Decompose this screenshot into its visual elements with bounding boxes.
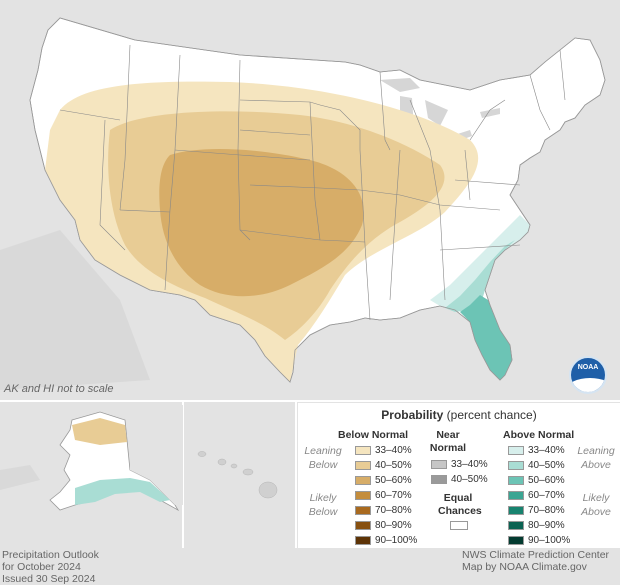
lake-huron <box>425 100 448 126</box>
ocean-area <box>0 230 150 390</box>
above-normal-label: 40–50% <box>528 460 565 471</box>
above-normal-row: 70–80% <box>508 505 565 516</box>
above-normal-header: Above Normal <box>503 429 575 441</box>
map-scale-note: AK and HI not to scale <box>4 383 114 395</box>
below-normal-swatch <box>355 491 371 500</box>
canada-neighbor <box>130 405 183 505</box>
below-normal-label: 70–80% <box>375 505 412 516</box>
lake-superior <box>380 78 420 92</box>
likely-below-label: Likely Below <box>301 491 345 519</box>
equal-chances-swatch <box>450 521 468 530</box>
legend-title-bold: Probability <box>381 408 444 422</box>
leaning-below-label: Leaning Below <box>301 444 345 472</box>
footer-credit-cpc: NWS Climate Prediction Center <box>462 549 610 561</box>
below-normal-label: 33–40% <box>375 445 412 456</box>
likely-below-line2: Below <box>308 506 338 518</box>
above-normal-swatch <box>508 461 524 470</box>
leaning-above-line2: Above <box>581 459 611 471</box>
below-normal-label: 80–90% <box>375 520 412 531</box>
below-normal-swatch <box>355 536 371 545</box>
alaska-above-area <box>75 478 170 505</box>
below-normal-swatch <box>355 506 371 515</box>
hawaii-islands <box>197 451 278 499</box>
conus-outline <box>29 17 606 383</box>
above-50-60-area <box>460 295 512 380</box>
below-normal-row: 60–70% <box>355 490 412 501</box>
below-normal-swatch <box>355 446 371 455</box>
likely-above-label: Likely Above <box>574 491 618 519</box>
near-normal-swatch <box>431 475 447 484</box>
leaning-below-line1: Leaning <box>304 445 342 457</box>
above-normal-row: 60–70% <box>508 490 565 501</box>
near-normal-label: 33–40% <box>451 459 488 470</box>
alaska-below-area <box>72 418 127 445</box>
footer-right: NWS Climate Prediction Center Map by NOA… <box>462 549 609 573</box>
near-normal-row: 40–50% <box>431 474 488 485</box>
leaning-below-line2: Below <box>308 459 338 471</box>
state-borders <box>59 44 566 321</box>
above-normal-swatch <box>508 506 524 515</box>
above-normal-row: 40–50% <box>508 460 565 471</box>
above-normal-label: 50–60% <box>528 475 565 486</box>
above-normal-label: 70–80% <box>528 505 565 516</box>
footer-issued: Issued 30 Sep 2024 <box>2 573 96 585</box>
footer-left: Precipitation Outlook for October 2024 I… <box>2 549 99 585</box>
below-normal-label: 40–50% <box>375 460 412 471</box>
below-normal-row: 70–80% <box>355 505 412 516</box>
leaning-above-line1: Leaning <box>577 445 615 457</box>
noaa-logo-text: NOAA <box>577 364 599 371</box>
above-normal-swatch <box>508 491 524 500</box>
below-50-60-area <box>159 148 364 297</box>
above-normal-row: 80–90% <box>508 520 565 531</box>
likely-above-line1: Likely <box>582 492 610 504</box>
legend: Probability (percent chance) Below Norma… <box>298 403 620 548</box>
near-normal-row: 33–40% <box>431 459 488 470</box>
legend-title: Probability (percent chance) <box>298 408 620 422</box>
above-33-40-area <box>430 215 530 310</box>
below-normal-label: 60–70% <box>375 490 412 501</box>
above-normal-swatch <box>508 446 524 455</box>
above-40-50-area <box>445 240 515 312</box>
near-normal-swatch <box>431 460 447 469</box>
likely-below-line1: Likely <box>309 492 337 504</box>
above-normal-swatch <box>508 536 524 545</box>
equal-chances-line2: Chances <box>438 505 482 517</box>
below-normal-row: 90–100% <box>355 535 417 546</box>
above-normal-label: 80–90% <box>528 520 565 531</box>
below-normal-swatch <box>355 461 371 470</box>
near-normal-header-line2: Normal <box>429 442 467 454</box>
equal-chances-line1: Equal <box>443 492 473 504</box>
below-normal-row: 33–40% <box>355 445 412 456</box>
leaning-above-label: Leaning Above <box>574 444 618 472</box>
below-normal-swatch <box>355 476 371 485</box>
noaa-logo-wave <box>571 378 605 392</box>
likely-above-line2: Above <box>581 506 611 518</box>
noaa-logo: NOAA <box>569 356 607 394</box>
above-normal-row: 33–40% <box>508 445 565 456</box>
below-normal-row: 80–90% <box>355 520 412 531</box>
above-normal-label: 33–40% <box>528 445 565 456</box>
below-normal-label: 90–100% <box>375 535 418 546</box>
legend-title-rest: (percent chance) <box>446 408 537 422</box>
below-normal-header: Below Normal <box>338 429 409 441</box>
above-normal-label: 60–70% <box>528 490 565 501</box>
footer-period: for October 2024 <box>2 561 81 573</box>
lake-ontario <box>480 108 500 118</box>
near-normal-label: 40–50% <box>451 474 488 485</box>
alaska-sea <box>0 465 40 490</box>
above-normal-label: 90–100% <box>528 535 571 546</box>
below-normal-row: 50–60% <box>355 475 412 486</box>
below-normal-swatch <box>355 521 371 530</box>
footer-title: Precipitation Outlook <box>2 549 99 561</box>
above-normal-row: 90–100% <box>508 535 570 546</box>
footer-credit-map: Map by NOAA Climate.gov <box>462 561 587 573</box>
above-normal-row: 50–60% <box>508 475 565 486</box>
below-normal-row: 40–50% <box>355 460 412 471</box>
near-normal-header-line1: Near <box>436 429 460 441</box>
above-normal-swatch <box>508 476 524 485</box>
below-normal-label: 50–60% <box>375 475 412 486</box>
above-normal-swatch <box>508 521 524 530</box>
